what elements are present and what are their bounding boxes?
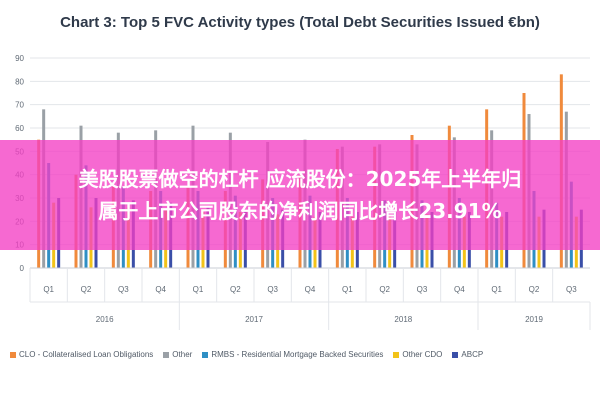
x-tick-label: Q3 (417, 285, 428, 294)
legend-swatch (163, 351, 170, 358)
x-tick-label: Q4 (305, 285, 316, 294)
year-label: 2016 (96, 315, 114, 324)
year-label: 2018 (394, 315, 412, 324)
legend-swatch (202, 351, 209, 358)
chart-title: Chart 3: Top 5 FVC Activity types (Total… (60, 14, 540, 31)
year-label: 2019 (525, 315, 543, 324)
legend-swatch (452, 351, 459, 358)
legend-label: Other CDO (402, 350, 443, 359)
year-label: 2017 (245, 315, 263, 324)
legend-item: Other (163, 350, 192, 359)
overlay-line-2: 属于上市公司股东的净利润同比增长23.91% (98, 199, 502, 223)
legend-label: RMBS - Residential Mortgage Backed Secur… (211, 350, 384, 359)
legend-label: CLO - Collateralised Loan Obligations (19, 350, 154, 359)
chart-legend: CLO - Collateralised Loan Obligations Oth… (10, 350, 595, 359)
legend-label: ABCP (461, 350, 484, 359)
overlay-line-1: 美股股票做空的杠杆 应流股份：2025年上半年归 (78, 167, 522, 191)
x-tick-label: Q1 (43, 285, 54, 294)
x-tick-label: Q2 (529, 285, 540, 294)
legend-item: Other CDO (393, 350, 442, 359)
x-tick-label: Q1 (193, 285, 204, 294)
x-tick-label: Q3 (566, 285, 577, 294)
overlay-banner: 美股股票做空的杠杆 应流股份：2025年上半年归 属于上市公司股东的净利润同比增… (0, 140, 600, 250)
legend-item: CLO - Collateralised Loan Obligations (10, 350, 153, 359)
legend-swatch (10, 351, 16, 358)
y-tick-label: 60 (15, 124, 24, 133)
x-tick-label: Q4 (155, 285, 166, 294)
x-axis: Q1 Q2 Q3 Q4 Q1 Q2 Q3 Q4 Q1 Q2 Q3 Q4 Q1 Q2 Q3 2016 2017 20… (29, 267, 591, 330)
legend-label: Other (172, 350, 193, 359)
x-tick-label: Q2 (230, 285, 241, 294)
x-tick-label: Q2 (379, 285, 390, 294)
legend-item: RMBS - Residential Mortgage Backed Secur… (202, 350, 383, 359)
x-tick-label: Q1 (491, 285, 502, 294)
x-tick-label: Q1 (342, 285, 353, 294)
y-tick-label: 0 (20, 264, 25, 273)
x-tick-label: Q3 (267, 285, 278, 294)
y-tick-label: 70 (15, 101, 24, 110)
x-tick-label: Q2 (81, 285, 92, 294)
legend-item: ABCP (452, 350, 483, 359)
x-tick-label: Q3 (118, 285, 129, 294)
y-tick-label: 80 (15, 77, 24, 86)
y-tick-label: 90 (15, 54, 24, 63)
x-tick-label: Q4 (454, 285, 465, 294)
legend-swatch (393, 351, 400, 358)
